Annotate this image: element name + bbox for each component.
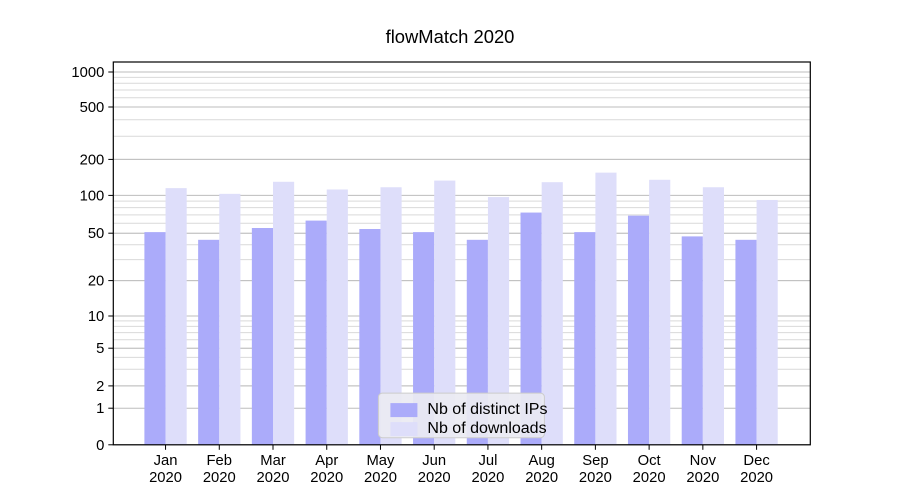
svg-text:1: 1 bbox=[96, 401, 104, 417]
svg-text:Mar: Mar bbox=[260, 453, 286, 469]
svg-text:10: 10 bbox=[88, 309, 104, 325]
svg-text:Jan: Jan bbox=[154, 453, 178, 469]
svg-text:2020: 2020 bbox=[364, 470, 397, 486]
svg-text:Aug: Aug bbox=[528, 453, 554, 469]
svg-text:Feb: Feb bbox=[207, 453, 233, 469]
svg-text:2020: 2020 bbox=[633, 470, 666, 486]
svg-text:200: 200 bbox=[80, 152, 105, 168]
svg-text:0: 0 bbox=[96, 438, 104, 454]
svg-text:2020: 2020 bbox=[203, 470, 236, 486]
svg-text:May: May bbox=[366, 453, 395, 469]
svg-text:2020: 2020 bbox=[257, 470, 290, 486]
svg-text:20: 20 bbox=[88, 274, 104, 290]
svg-text:2: 2 bbox=[96, 379, 104, 395]
svg-text:2020: 2020 bbox=[579, 470, 612, 486]
svg-text:1000: 1000 bbox=[71, 65, 104, 81]
svg-text:5: 5 bbox=[96, 341, 104, 357]
svg-text:Dec: Dec bbox=[743, 453, 770, 469]
svg-text:100: 100 bbox=[80, 188, 105, 204]
svg-text:2020: 2020 bbox=[418, 470, 451, 486]
svg-text:Oct: Oct bbox=[638, 453, 661, 469]
svg-text:Jul: Jul bbox=[478, 453, 497, 469]
svg-text:2020: 2020 bbox=[149, 470, 182, 486]
svg-text:2020: 2020 bbox=[686, 470, 719, 486]
svg-text:500: 500 bbox=[80, 100, 105, 116]
svg-text:Jun: Jun bbox=[422, 453, 446, 469]
svg-text:Nov: Nov bbox=[690, 453, 717, 469]
svg-text:Nb of distinct IPs: Nb of distinct IPs bbox=[427, 401, 547, 418]
svg-text:50: 50 bbox=[88, 226, 104, 242]
svg-text:2020: 2020 bbox=[310, 470, 343, 486]
svg-text:2020: 2020 bbox=[471, 470, 504, 486]
svg-text:2020: 2020 bbox=[740, 470, 773, 486]
svg-text:Apr: Apr bbox=[315, 453, 338, 469]
svg-text:Sep: Sep bbox=[582, 453, 608, 469]
svg-text:Nb of downloads: Nb of downloads bbox=[427, 420, 546, 437]
svg-text:2020: 2020 bbox=[525, 470, 558, 486]
